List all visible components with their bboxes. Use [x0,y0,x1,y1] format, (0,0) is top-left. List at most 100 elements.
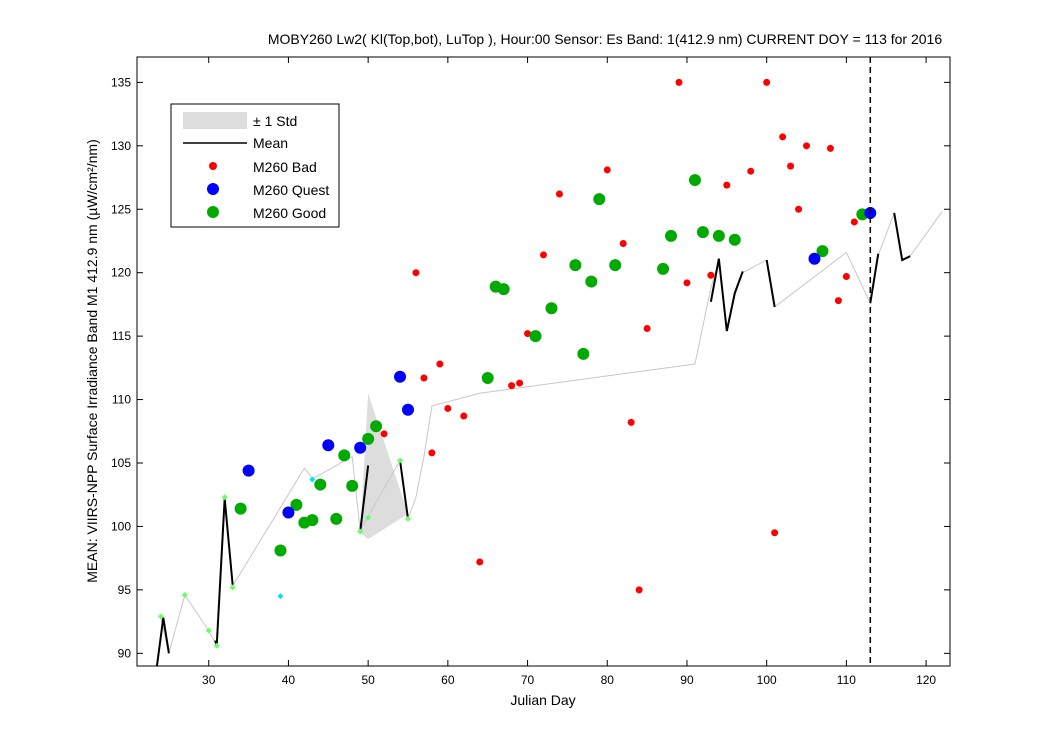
y-tick-label-2: 100 [111,519,131,533]
aux_green-marker-3 [213,642,220,649]
bad-point-23 [763,78,771,86]
legend-label-mean: Mean [253,135,288,151]
good-point-15 [545,302,558,315]
quest-point-7 [864,207,877,220]
x-tick-label-2: 50 [361,673,375,687]
mean-line-segment-2 [359,465,370,532]
aux_green-marker-8 [397,457,404,464]
bad-point-6 [460,412,468,420]
bad-point-14 [619,240,627,248]
bad-point-28 [803,142,811,150]
y-tick-label-7: 125 [111,202,131,216]
mean-line-segment-3 [399,460,409,519]
good-point-16 [569,259,582,272]
bad-point-11 [540,251,547,259]
bad-point-30 [834,297,842,305]
x-tick-label-9: 120 [916,673,936,687]
daily-line [160,211,943,654]
good-point-21 [657,262,670,275]
x-tick-label-1: 40 [282,673,296,687]
bad-point-7 [476,558,484,566]
plot-layer [155,57,943,666]
bad-point-27 [795,205,803,213]
good-point-20 [609,259,622,272]
bad-point-26 [787,162,795,170]
good-point-26 [728,233,741,246]
bad-point-8 [508,382,516,390]
x-tick-label-4: 70 [521,673,535,687]
good-point-10 [370,420,383,433]
bad-point-19 [683,279,691,287]
quest-point-4 [394,370,407,383]
legend-label-std: ± 1 Std [253,113,297,129]
bad-point-1 [412,269,420,277]
aux_green-marker-0 [157,613,164,620]
legend-std-swatch [183,112,247,129]
legend-label-good: M260 Good [253,205,326,221]
x-tick-label-7: 100 [757,673,777,687]
y-tick-label-4: 110 [112,393,131,407]
y-tick-label-9: 135 [111,75,131,89]
bad-point-18 [675,78,683,86]
good-point-13 [497,283,510,296]
bad-point-10 [524,330,532,338]
good-point-8 [346,479,359,492]
aux_green-marker-4 [221,494,228,501]
quest-point-6 [808,252,821,265]
mean-line-segment-5 [765,259,776,308]
aux_cyan-marker-1 [309,476,316,483]
legend-good-marker [207,206,219,218]
good-point-7 [338,449,351,462]
quest-point-0 [242,464,255,477]
good-point-17 [577,347,590,360]
bad-point-4 [436,360,444,368]
bad-point-15 [627,418,635,426]
x-tick-label-5: 80 [601,673,615,687]
quest-point-2 [322,439,335,452]
bad-point-32 [850,218,858,226]
y-tick-label-8: 130 [111,139,131,153]
bad-point-16 [635,586,643,594]
good-point-19 [593,193,606,206]
bad-point-2 [420,374,428,382]
legend-label-bad: M260 Bad [253,159,317,175]
legend-quest-marker [207,183,219,195]
y-tick-label-5: 115 [112,329,131,343]
bad-point-22 [747,167,755,175]
y-tick-label-3: 105 [111,456,131,470]
bad-point-25 [779,133,787,141]
good-point-14 [529,330,542,343]
good-point-5 [314,478,327,491]
bad-point-20 [707,271,715,279]
bad-point-21 [723,181,731,189]
aux_green-marker-9 [405,515,411,522]
bad-point-31 [842,272,850,280]
legend: ± 1 Std Mean M260 Bad M260 Quest M260 Go… [170,103,340,228]
bad-point-29 [826,144,834,152]
quest-point-5 [402,403,414,416]
good-point-11 [481,371,494,384]
good-point-1 [274,544,287,557]
x-tick-label-0: 30 [202,673,216,687]
x-tick-label-6: 90 [680,673,694,687]
y-tick-label-6: 120 [111,266,131,280]
good-point-0 [234,502,247,515]
mean-line-segment-4 [709,258,744,332]
mean-line-segment-7 [893,212,911,262]
aux_green-marker-5 [229,584,236,591]
good-point-27 [816,245,829,258]
plot-area-frame [136,56,951,667]
good-point-18 [585,275,598,288]
x-tick-label-8: 110 [837,673,856,687]
x-axis-label: Julian Day [510,692,575,708]
plot-marks [155,78,943,666]
aux_green-marker-2 [205,627,212,634]
bad-point-12 [555,190,563,198]
mean-line-segment-0 [155,617,170,666]
aux_green-marker-1 [181,591,188,598]
legend-bad-marker [209,162,217,170]
good-point-6 [330,512,343,525]
chart-title: MOBY260 Lw2( Kl(Top,bot), LuTop ), Hour:… [268,31,942,47]
axis-layer: 30 40 50 60 70 80 90 100 110 120 90 95 100 105 110 115 1… [111,57,950,687]
bad-point-9 [516,379,524,387]
